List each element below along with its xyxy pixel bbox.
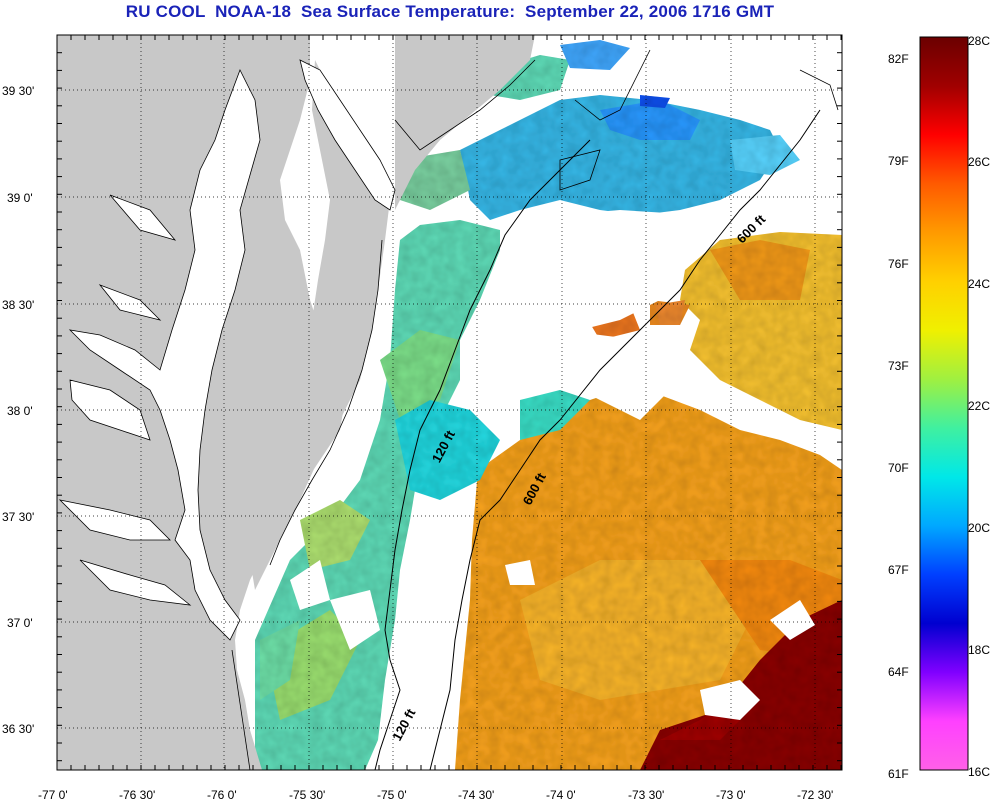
cbar-f-label: 70F bbox=[888, 461, 909, 475]
cbar-c-label: 18C bbox=[968, 643, 990, 657]
cbar-f-label: 73F bbox=[888, 359, 909, 373]
lon-label: -73 30' bbox=[628, 788, 664, 802]
cbar-f-label: 64F bbox=[888, 665, 909, 679]
contour-120ft bbox=[374, 139, 591, 770]
lat-label: 39 30' bbox=[2, 84, 34, 98]
lat-label: 36 30' bbox=[2, 722, 34, 736]
lat-label: 37 0' bbox=[7, 616, 33, 630]
chesapeake-bay bbox=[58, 69, 261, 641]
coastline-detail bbox=[231, 49, 839, 770]
cbar-c-label: 24C bbox=[968, 277, 990, 291]
delaware-bay bbox=[299, 59, 396, 211]
lat-label: 39 0' bbox=[7, 191, 33, 205]
cloud-holes bbox=[290, 210, 815, 720]
cbar-c-label: 22C bbox=[968, 399, 990, 413]
cbar-f-label: 76F bbox=[888, 257, 909, 271]
cbar-f-label: 61F bbox=[888, 767, 909, 781]
latitude-labels: 39 30' 39 0' 38 30' 38 0' 37 30' 37 0' 3… bbox=[2, 84, 34, 736]
longitude-labels: -77 0' -76 30' -76 0' -75 30' -75 0' -74… bbox=[38, 788, 833, 802]
lon-label: -75 30' bbox=[289, 788, 325, 802]
lon-label: -76 30' bbox=[119, 788, 155, 802]
cbar-c-label: 26C bbox=[968, 155, 990, 169]
cbar-f-label: 67F bbox=[888, 563, 909, 577]
graticule bbox=[56, 35, 842, 770]
lat-label: 38 0' bbox=[7, 404, 33, 418]
lon-label: -74 30' bbox=[458, 788, 494, 802]
colorbar-ramp bbox=[919, 36, 969, 771]
lon-label: -72 30' bbox=[797, 788, 833, 802]
cbar-c-label: 16C bbox=[968, 765, 990, 779]
cbar-c-label: 20C bbox=[968, 521, 990, 535]
lon-label: -77 0' bbox=[38, 788, 68, 802]
colorbar-c-labels: 28C 26C 24C 22C 20C 18C 16C bbox=[968, 34, 990, 779]
cbar-f-label: 82F bbox=[888, 52, 909, 66]
lat-label: 38 30' bbox=[2, 298, 34, 312]
lon-label: -74 0' bbox=[546, 788, 576, 802]
lat-label: 37 30' bbox=[2, 510, 34, 524]
colorbar-f-labels: 82F 79F 76F 73F 70F 67F 64F 61F bbox=[888, 52, 909, 781]
cbar-f-label: 79F bbox=[888, 154, 909, 168]
map-title: RU COOL NOAA-18 Sea Surface Temperature:… bbox=[125, 2, 775, 21]
bathymetry-contours bbox=[374, 109, 821, 770]
axis-ticks bbox=[56, 34, 842, 770]
lon-label: -76 0' bbox=[207, 788, 237, 802]
contour-600ft bbox=[429, 109, 821, 770]
sst-north-band bbox=[460, 95, 780, 220]
lon-label: -73 0' bbox=[716, 788, 746, 802]
sst-field bbox=[255, 40, 842, 770]
cbar-c-label: 28C bbox=[968, 34, 990, 48]
lon-label: -75 0' bbox=[377, 788, 407, 802]
